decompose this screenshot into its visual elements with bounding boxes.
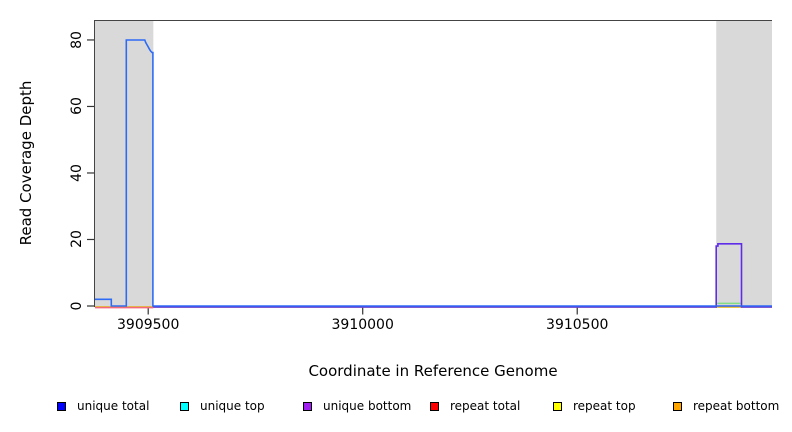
y-tick-label: 80	[69, 31, 85, 49]
legend-swatch	[57, 401, 66, 411]
legend-label: repeat top	[573, 399, 636, 413]
y-tick-label: 60	[69, 97, 85, 116]
x-tick-label: 3910500	[546, 317, 609, 333]
legend-label: unique total	[77, 399, 150, 413]
legend-item: repeat top	[553, 399, 636, 413]
shaded-flank-region	[95, 20, 154, 308]
legend-item: repeat total	[430, 399, 520, 413]
legend-swatch	[673, 401, 682, 411]
y-axis-title: Read Coverage Depth	[17, 80, 35, 246]
x-tick-label: 3909500	[117, 317, 180, 333]
legend-label: repeat bottom	[693, 399, 780, 413]
legend-swatch	[553, 401, 562, 411]
x-axis-title: Coordinate in Reference Genome	[308, 362, 558, 380]
y-tick-label: 0	[69, 301, 85, 311]
shaded-flank-region	[716, 20, 772, 308]
legend-label: unique top	[200, 399, 265, 413]
legend-label: repeat total	[450, 399, 521, 413]
line-unique-bottom	[152, 243, 772, 308]
legend-item: unique bottom	[303, 399, 411, 413]
y-tick-label: 20	[69, 230, 85, 249]
legend-label: unique bottom	[323, 399, 412, 413]
x-tick-label: 3910000	[331, 317, 394, 333]
legend-swatch	[430, 401, 439, 411]
line-unique-total	[95, 39, 772, 307]
legend-item: unique top	[180, 399, 265, 413]
legend-item: repeat bottom	[673, 399, 779, 413]
legend-item: unique total	[57, 399, 149, 413]
legend-swatch	[303, 401, 312, 411]
y-tick-label: 40	[69, 164, 85, 182]
legend-swatch	[180, 401, 189, 411]
